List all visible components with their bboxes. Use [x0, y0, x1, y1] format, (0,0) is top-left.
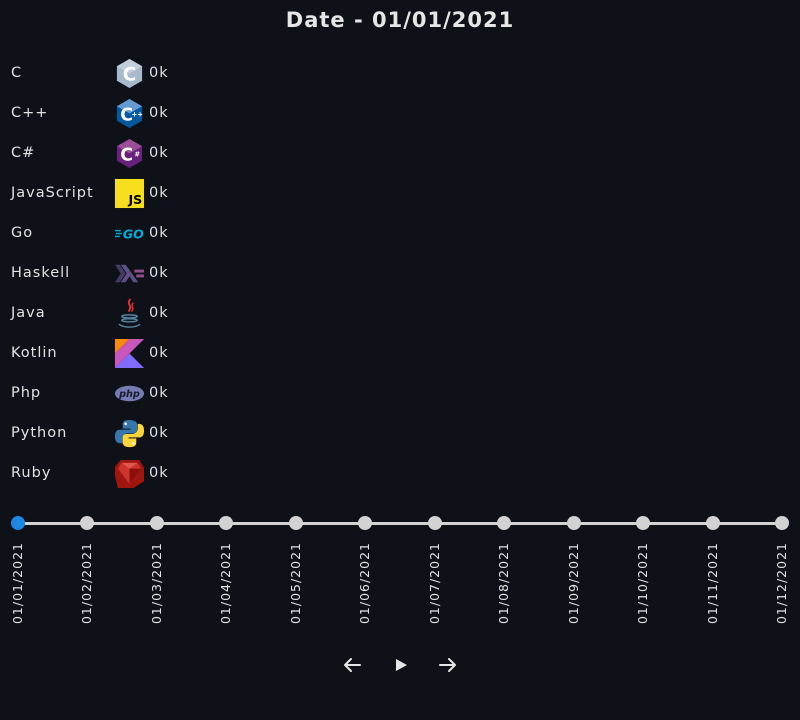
svg-text:GO: GO	[123, 226, 144, 241]
date-label-text: 01/12/2021	[774, 542, 789, 625]
date-label-text: 01/06/2021	[357, 542, 373, 625]
previous-button[interactable]	[339, 652, 365, 678]
timeline-point[interactable]	[288, 516, 303, 530]
timeline-point[interactable]	[636, 516, 651, 530]
timeline-date-label[interactable]: 01/11/2021	[704, 542, 720, 632]
timeline-point[interactable]	[427, 516, 442, 530]
language-name: JavaScript	[11, 185, 94, 201]
language-value: 0k	[149, 425, 169, 441]
list-item-php: Php php 0k	[0, 374, 400, 414]
haskell-icon	[114, 258, 145, 289]
svg-text:C: C	[123, 64, 137, 85]
python-icon	[114, 418, 145, 449]
timeline-date-label[interactable]: 01/06/2021	[357, 542, 373, 632]
page-title: Date - 01/01/2021	[285, 8, 515, 32]
arrow-right-icon	[439, 658, 456, 672]
timeline-date-label[interactable]: 01/12/2021	[774, 542, 789, 632]
language-name: Go	[11, 225, 34, 241]
language-name: Python	[11, 425, 68, 441]
timeline-point[interactable]	[149, 516, 164, 530]
language-value: 0k	[149, 385, 169, 401]
language-value: 0k	[149, 65, 169, 81]
list-item-python: Python 0k	[0, 414, 400, 454]
date-label-text: 01/11/2021	[704, 542, 720, 625]
php-icon: php	[114, 378, 145, 409]
svg-text:++: ++	[132, 110, 143, 118]
list-item-haskell: Haskell 0k	[0, 254, 400, 294]
timeline-date-label[interactable]: 01/01/2021	[10, 542, 25, 632]
timeline-date-label[interactable]: 01/08/2021	[496, 542, 512, 632]
language-name: Php	[11, 385, 42, 401]
list-item-javascript: JavaScript JS 0k	[0, 174, 400, 214]
language-name: C	[11, 65, 23, 81]
timeline-date-label[interactable]: 01/10/2021	[635, 542, 651, 632]
language-value: 0k	[149, 345, 169, 361]
go-icon: GO	[114, 218, 145, 249]
list-item-kotlin: Kotlin 0k	[0, 334, 400, 374]
timeline-date-label[interactable]: 01/05/2021	[287, 542, 303, 632]
javascript-icon: JS	[114, 178, 145, 209]
timeline-date-label[interactable]: 01/02/2021	[79, 542, 95, 632]
next-button[interactable]	[435, 652, 461, 678]
svg-text:C: C	[120, 145, 133, 165]
list-item-cpp: C++ C ++ 0k	[0, 94, 400, 134]
language-value: 0k	[149, 145, 169, 161]
list-item-go: Go GO 0k	[0, 214, 400, 254]
csharp-language-icon: C #	[114, 138, 145, 169]
svg-text:C: C	[120, 105, 133, 125]
list-item-ruby: Ruby 0k	[0, 454, 400, 494]
svg-text:JS: JS	[127, 192, 142, 207]
svg-text:#: #	[134, 150, 140, 158]
play-button[interactable]	[388, 652, 414, 678]
timeline-date-label[interactable]: 01/03/2021	[148, 542, 164, 632]
kotlin-icon	[114, 338, 145, 369]
language-value: 0k	[149, 265, 169, 281]
date-label-text: 01/10/2021	[635, 542, 651, 625]
timeline-date-label[interactable]: 01/07/2021	[426, 542, 442, 632]
timeline-point[interactable]	[497, 516, 512, 530]
list-item-java: Java 0k	[0, 294, 400, 334]
timeline-date-label[interactable]: 01/09/2021	[565, 542, 581, 632]
java-icon	[114, 298, 145, 329]
svg-text:php: php	[118, 389, 140, 400]
timeline-point[interactable]	[705, 516, 720, 530]
timeline-date-label[interactable]: 01/04/2021	[218, 542, 234, 632]
playback-controls	[0, 650, 800, 680]
timeline-point[interactable]	[775, 516, 789, 530]
date-label-text: 01/07/2021	[426, 542, 442, 625]
date-label-text: 01/05/2021	[287, 542, 303, 625]
date-label-text: 01/09/2021	[565, 542, 581, 625]
list-item-c: C C 0k	[0, 54, 400, 94]
language-value: 0k	[149, 465, 169, 481]
timeline-point[interactable]	[11, 516, 25, 530]
ruby-icon	[114, 458, 145, 489]
language-value: 0k	[149, 105, 169, 121]
language-name: Kotlin	[11, 345, 58, 361]
date-label-text: 01/04/2021	[218, 542, 234, 625]
timeline-track	[18, 522, 782, 525]
language-value: 0k	[149, 185, 169, 201]
play-icon	[396, 659, 407, 671]
c-language-icon: C	[114, 58, 145, 89]
language-name: C++	[11, 105, 49, 121]
date-label-text: 01/08/2021	[496, 542, 512, 625]
cpp-language-icon: C ++	[114, 98, 145, 129]
language-name: Haskell	[11, 265, 71, 281]
date-timeline: 01/01/2021 01/02/2021 01/03/2021 01/04/2021…	[0, 510, 800, 640]
list-item-csharp: C# C # 0k	[0, 134, 400, 174]
timeline-point[interactable]	[358, 516, 373, 530]
language-value: 0k	[149, 305, 169, 321]
timeline-point[interactable]	[219, 516, 234, 530]
language-name: Java	[11, 305, 46, 321]
timeline-point[interactable]	[80, 516, 95, 530]
language-value: 0k	[149, 225, 169, 241]
date-label-text: 01/01/2021	[10, 542, 25, 625]
date-label-text: 01/02/2021	[79, 542, 95, 625]
arrow-left-icon	[344, 658, 361, 672]
language-name: C#	[11, 145, 36, 161]
language-name: Ruby	[11, 465, 52, 481]
date-label-text: 01/03/2021	[148, 542, 164, 625]
timeline-point[interactable]	[566, 516, 581, 530]
